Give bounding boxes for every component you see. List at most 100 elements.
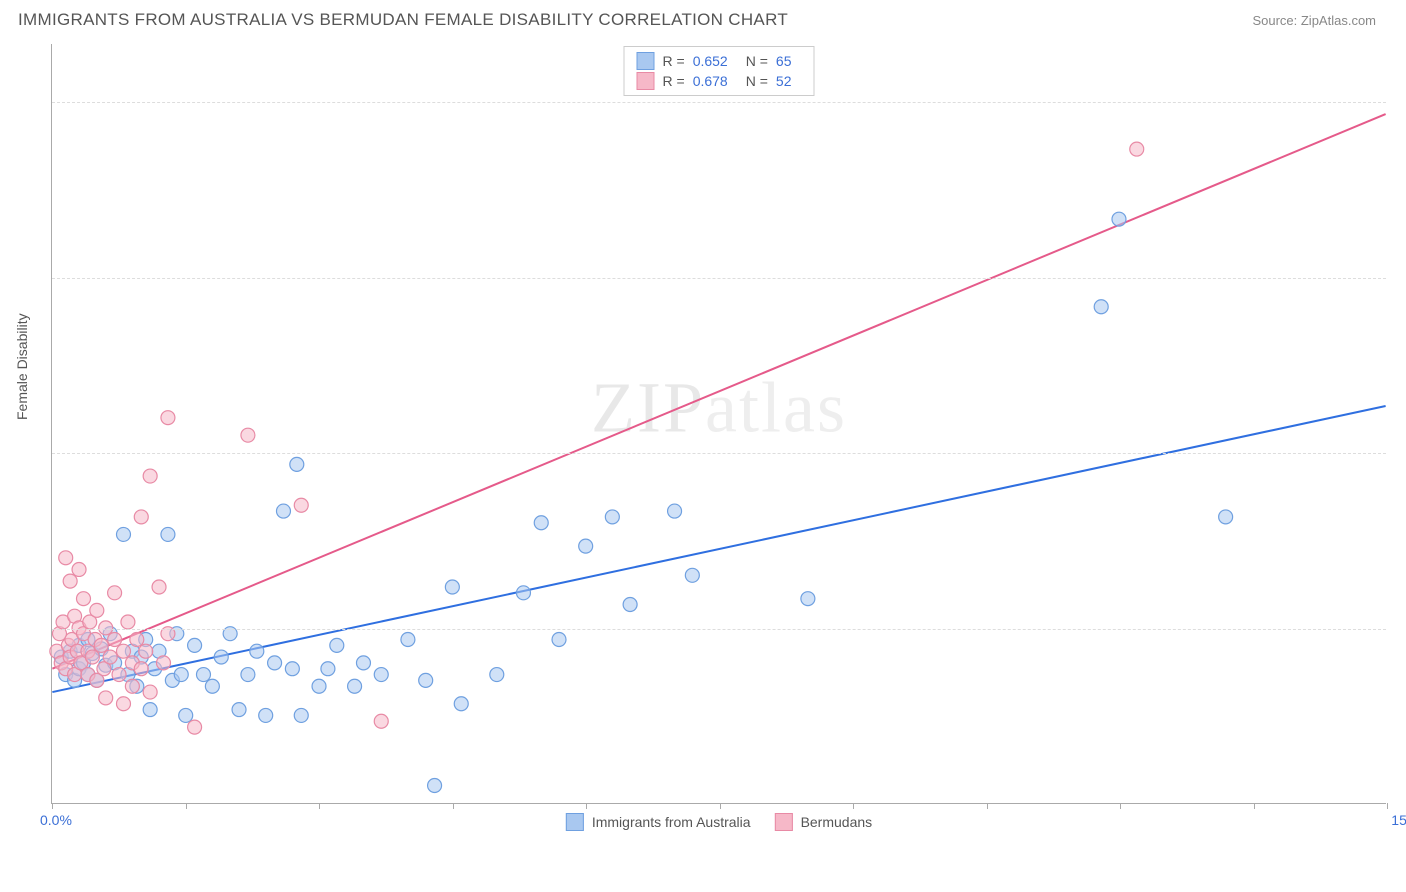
data-point: [241, 428, 255, 442]
data-point: [179, 708, 193, 722]
stat-r-val: 0.652: [693, 53, 728, 69]
legend-swatch: [637, 52, 655, 70]
y-axis-label: Female Disability: [14, 313, 30, 420]
data-point: [605, 510, 619, 524]
data-point: [668, 504, 682, 518]
x-tick: [186, 803, 187, 809]
x-tick: [720, 803, 721, 809]
data-point: [259, 708, 273, 722]
data-point: [454, 697, 468, 711]
stat-n-val: 65: [776, 53, 792, 69]
stat-n-key: N =: [746, 73, 768, 89]
stat-n-key: N =: [746, 53, 768, 69]
trend-line: [52, 114, 1385, 669]
x-tick: [52, 803, 53, 809]
data-point: [59, 551, 73, 565]
legend-label: Immigrants from Australia: [592, 814, 751, 830]
data-point: [428, 778, 442, 792]
data-point: [330, 638, 344, 652]
data-point: [623, 598, 637, 612]
data-point: [63, 574, 77, 588]
gridline-h: [52, 102, 1386, 103]
stats-row: R = 0.652 N = 65: [637, 51, 802, 71]
data-point: [134, 662, 148, 676]
chart-plot-area: ZIPatlas R =0.652N =65R =0.678N =52 Immi…: [51, 44, 1386, 804]
data-point: [214, 650, 228, 664]
data-point: [143, 685, 157, 699]
data-point: [419, 673, 433, 687]
x-tick: [987, 803, 988, 809]
data-point: [94, 638, 108, 652]
stat-r-key: R =: [663, 53, 685, 69]
x-tick: [1387, 803, 1388, 809]
legend-swatch: [775, 813, 793, 831]
x-tick: [586, 803, 587, 809]
data-point: [374, 668, 388, 682]
chart-title: IMMIGRANTS FROM AUSTRALIA VS BERMUDAN FE…: [18, 10, 788, 30]
data-point: [1112, 212, 1126, 226]
data-point: [139, 644, 153, 658]
data-point: [294, 498, 308, 512]
data-point: [250, 644, 264, 658]
stat-r-key: R =: [663, 73, 685, 89]
data-point: [103, 650, 117, 664]
data-point: [116, 697, 130, 711]
stat-r-val: 0.678: [693, 73, 728, 89]
data-point: [116, 527, 130, 541]
data-point: [685, 568, 699, 582]
data-point: [445, 580, 459, 594]
data-point: [1219, 510, 1233, 524]
data-point: [1130, 142, 1144, 156]
data-point: [134, 510, 148, 524]
stat-n-val: 52: [776, 73, 792, 89]
data-point: [90, 603, 104, 617]
gridline-h: [52, 278, 1386, 279]
x-tick: [853, 803, 854, 809]
data-point: [143, 703, 157, 717]
data-point: [76, 592, 90, 606]
data-point: [152, 580, 166, 594]
data-point: [490, 668, 504, 682]
data-point: [401, 633, 415, 647]
legend-swatch: [637, 72, 655, 90]
x-tick: [1120, 803, 1121, 809]
data-point: [108, 586, 122, 600]
legend-label: Bermudans: [801, 814, 873, 830]
x-tick: [453, 803, 454, 809]
data-point: [188, 720, 202, 734]
data-point: [285, 662, 299, 676]
data-point: [232, 703, 246, 717]
chart-header: IMMIGRANTS FROM AUSTRALIA VS BERMUDAN FE…: [0, 0, 1406, 38]
data-point: [161, 527, 175, 541]
data-point: [205, 679, 219, 693]
data-point: [276, 504, 290, 518]
data-point: [348, 679, 362, 693]
data-point: [534, 516, 548, 530]
data-point: [196, 668, 210, 682]
data-point: [121, 615, 135, 629]
data-point: [241, 668, 255, 682]
data-point: [268, 656, 282, 670]
x-tick: [319, 803, 320, 809]
legend-swatch: [566, 813, 584, 831]
stats-row: R = 0.678 N = 52: [637, 71, 802, 91]
data-point: [125, 679, 139, 693]
data-point: [321, 662, 335, 676]
data-point: [374, 714, 388, 728]
data-point: [290, 457, 304, 471]
data-point: [356, 656, 370, 670]
data-point: [312, 679, 326, 693]
data-point: [294, 708, 308, 722]
chart-source: Source: ZipAtlas.com: [1252, 13, 1376, 28]
data-point: [72, 562, 86, 576]
x-tick: [1254, 803, 1255, 809]
x-max-label: 15.0%: [1391, 812, 1406, 828]
data-point: [156, 656, 170, 670]
data-point: [516, 586, 530, 600]
x-min-label: 0.0%: [40, 812, 72, 828]
data-point: [801, 592, 815, 606]
data-point: [579, 539, 593, 553]
data-point: [85, 650, 99, 664]
data-point: [130, 633, 144, 647]
gridline-h: [52, 453, 1386, 454]
